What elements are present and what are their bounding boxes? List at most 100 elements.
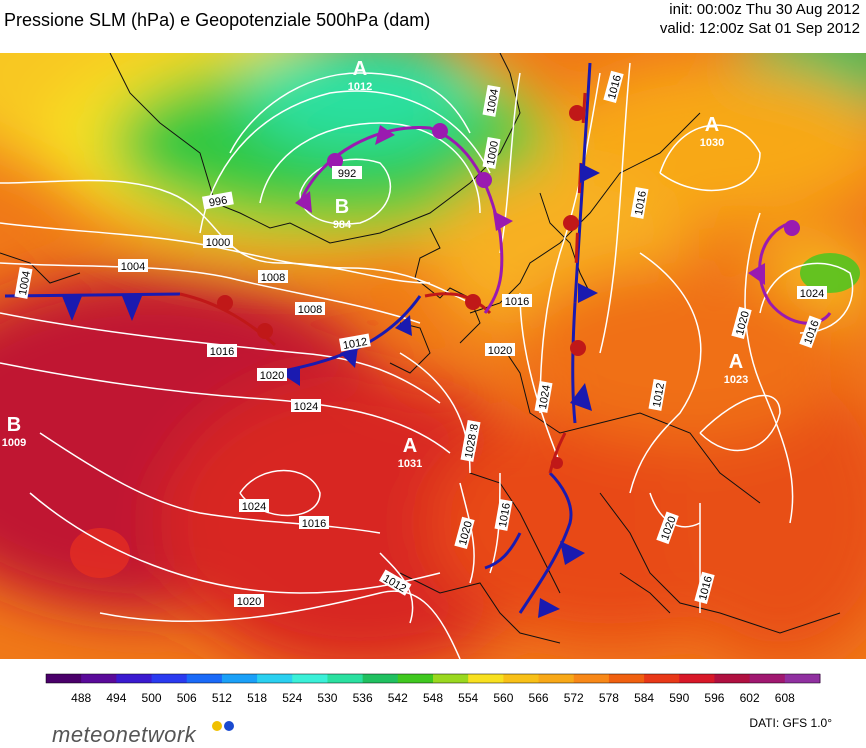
- colorbar-swatch: [644, 674, 680, 683]
- colorbar-tick-label: 572: [564, 691, 584, 705]
- isobar-label: 992: [332, 166, 362, 180]
- coastlines: [0, 53, 841, 644]
- colorbar-tick-label: 500: [142, 691, 162, 705]
- colorbar-swatch: [116, 674, 153, 683]
- meteonetwork-logo: meteonetwork: [52, 722, 197, 747]
- data-source: DATI: GFS 1.0°: [749, 716, 832, 730]
- pressure-center-value: 1023: [724, 374, 748, 386]
- geopotential-shading: [0, 53, 866, 659]
- isobar-label: 1028: [460, 430, 479, 462]
- isobar-label: 1016: [603, 70, 624, 104]
- pressure-center-letter: A: [353, 58, 367, 80]
- isobar-label: 1024: [291, 399, 321, 413]
- colorbar-swatch: [327, 674, 364, 683]
- colorbar-swatch: [679, 674, 715, 683]
- svg-text:1016: 1016: [505, 296, 529, 308]
- isobar-label: 1000: [482, 137, 501, 169]
- svg-text:1012: 1012: [381, 573, 408, 596]
- colorbar-tick-label: 542: [388, 691, 408, 705]
- weather-map: [0, 53, 866, 659]
- isobar-label: 1020: [234, 594, 264, 608]
- colorbar-tick-label: 578: [599, 691, 619, 705]
- isobar-label: 996: [202, 191, 234, 210]
- colorbar-tick-label: 530: [317, 691, 337, 705]
- isobar-label: 1008: [258, 270, 288, 284]
- svg-text:996: 996: [208, 194, 228, 209]
- valid-time: valid: 12:00z Sat 01 Sep 2012: [659, 20, 860, 37]
- warm-front-italy: [548, 432, 567, 474]
- isobar-label: 1024: [534, 381, 553, 413]
- colorbar-swatch: [257, 674, 293, 683]
- colorbar-swatch: [81, 674, 117, 683]
- colorbar-swatch: [714, 674, 751, 683]
- svg-text:1012: 1012: [342, 336, 368, 352]
- isobar-label: 1012: [648, 379, 667, 411]
- run-info: init: 00:00z Thu 30 Aug 2012 valid: 12:0…: [660, 0, 860, 38]
- isobar-label: 1024: [239, 499, 269, 513]
- isobar-label: 1016: [630, 187, 649, 219]
- svg-text:1000: 1000: [485, 140, 501, 166]
- svg-text:1016: 1016: [497, 502, 513, 528]
- colorbar-swatch: [46, 674, 82, 683]
- colorbar-tick-label: 602: [740, 691, 760, 705]
- svg-text:1004: 1004: [485, 88, 501, 114]
- colorbar-swatch: [503, 674, 540, 683]
- isobar-label: 1020: [454, 516, 475, 550]
- isobar-label: 1008: [295, 302, 325, 316]
- svg-text:1020: 1020: [659, 515, 679, 542]
- svg-text:1020: 1020: [457, 520, 475, 547]
- colorbar-swatch: [749, 674, 786, 683]
- pressure-center-value: 1030: [700, 137, 724, 149]
- isobar-label: 1016: [694, 571, 715, 605]
- svg-text:1016: 1016: [633, 190, 649, 216]
- colorbar-swatch: [292, 674, 328, 683]
- svg-text:1016: 1016: [210, 346, 234, 358]
- isobar-label: 1020: [485, 343, 515, 357]
- colorbar-swatch: [573, 674, 610, 683]
- svg-text:1020: 1020: [260, 370, 284, 382]
- svg-text:1020: 1020: [237, 596, 261, 608]
- svg-text:1016: 1016: [697, 575, 715, 602]
- colorbar-swatch: [362, 674, 399, 683]
- colorbar-tick-label: 584: [634, 691, 654, 705]
- isobar-label: 1000: [203, 235, 233, 249]
- pressure-center-letter: B: [335, 196, 349, 218]
- colorbar-tick-label: 494: [106, 691, 126, 705]
- colorbar-swatch: [221, 674, 258, 683]
- logo-dot-yellow: [212, 721, 222, 731]
- isobar-label: 1004: [14, 267, 33, 299]
- svg-text:1004: 1004: [121, 261, 145, 273]
- warm-front-north-sea: [424, 292, 492, 315]
- pressure-center-value: 1031: [398, 458, 422, 470]
- colorbar-tick-label: 512: [212, 691, 232, 705]
- colorbar-swatch: [538, 674, 575, 683]
- colorbar-tick-label: 554: [458, 691, 478, 705]
- svg-text:1028: 1028: [463, 433, 479, 459]
- isobar-label: 1016: [494, 499, 513, 531]
- pressure-center-letter: A: [729, 351, 743, 373]
- isobar-labels: 1016 1004 1000 992 996 1000 1004 1008 1004 1016 10…: [14, 70, 827, 608]
- colorbar-tick-label: 590: [669, 691, 689, 705]
- pressure-center-letter: A: [403, 435, 417, 457]
- isobar-label: 1016: [502, 294, 532, 308]
- svg-text:1024: 1024: [294, 401, 318, 413]
- svg-text:1020: 1020: [488, 345, 512, 357]
- cold-front-italy: [518, 471, 573, 614]
- colorbar-tick-label: 536: [353, 691, 373, 705]
- logo-dot-blue: [224, 721, 234, 731]
- svg-text:1000: 1000: [206, 237, 230, 249]
- svg-text:1020: 1020: [734, 310, 752, 337]
- cold-front-atlantic: [4, 292, 181, 298]
- isobar-label: 1024: [797, 286, 827, 300]
- pressure-center-letter: B: [7, 414, 21, 436]
- isobar-label: 1020: [656, 511, 679, 545]
- colorbar-tick-label: 596: [704, 691, 724, 705]
- colorbar-swatch: [397, 674, 434, 683]
- colorbar-tick-label: 518: [247, 691, 267, 705]
- front-symbols: [62, 105, 800, 618]
- warm-front-scandinavia: [573, 92, 587, 304]
